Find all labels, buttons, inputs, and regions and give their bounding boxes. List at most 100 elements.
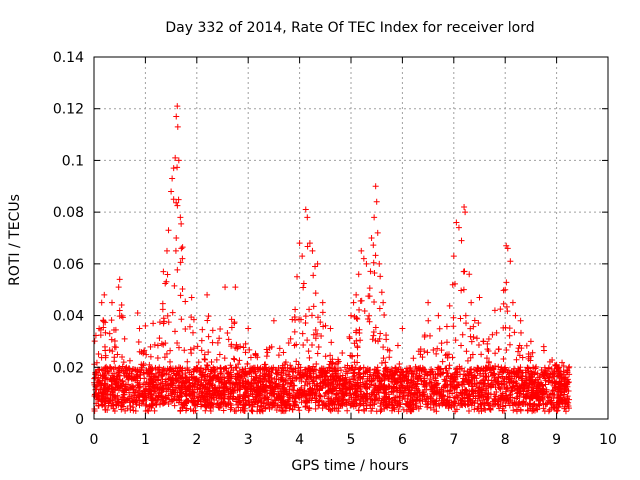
- data-point: [524, 407, 531, 414]
- data-point: [355, 271, 362, 278]
- data-point: [529, 405, 536, 412]
- data-point: [204, 291, 211, 298]
- data-point: [314, 350, 321, 357]
- data-point: [510, 407, 517, 414]
- data-point: [224, 329, 231, 336]
- data-point: [122, 386, 129, 393]
- data-point: [315, 343, 322, 350]
- data-point: [177, 259, 184, 266]
- data-point: [300, 280, 307, 287]
- data-point: [399, 371, 406, 378]
- data-point: [296, 407, 303, 414]
- data-point: [205, 393, 212, 400]
- data-point: [268, 379, 275, 386]
- data-point: [97, 332, 104, 339]
- data-point: [118, 382, 125, 389]
- data-point: [226, 396, 233, 403]
- data-point: [417, 351, 424, 358]
- data-point: [152, 364, 159, 371]
- data-point: [324, 395, 331, 402]
- data-point: [516, 367, 523, 374]
- data-point: [335, 408, 342, 415]
- data-point: [388, 365, 395, 372]
- data-point: [459, 331, 466, 338]
- data-point: [362, 368, 369, 375]
- data-point: [135, 394, 142, 401]
- data-point: [296, 240, 303, 247]
- data-point: [126, 357, 133, 364]
- data-point: [251, 368, 258, 375]
- data-point: [368, 408, 375, 415]
- data-point: [367, 401, 374, 408]
- data-point: [423, 369, 430, 376]
- data-point: [188, 314, 195, 321]
- data-point: [214, 388, 221, 395]
- data-point: [295, 404, 302, 411]
- data-point: [440, 369, 447, 376]
- data-point: [527, 338, 534, 345]
- data-point: [471, 406, 478, 413]
- x-tick-label: 4: [295, 432, 304, 448]
- data-point: [376, 305, 383, 312]
- data-point: [99, 388, 106, 395]
- data-point: [515, 402, 522, 409]
- data-point: [465, 407, 472, 414]
- data-point: [342, 390, 349, 397]
- data-point: [464, 357, 471, 364]
- data-point: [354, 343, 361, 350]
- data-point: [273, 407, 280, 414]
- data-point: [301, 366, 308, 373]
- data-point: [534, 370, 541, 377]
- data-point: [205, 313, 212, 320]
- data-point: [171, 282, 178, 289]
- data-point: [168, 377, 175, 384]
- data-point: [111, 327, 118, 334]
- data-point: [399, 382, 406, 389]
- data-point: [171, 328, 178, 335]
- data-point: [156, 319, 163, 326]
- data-point: [314, 260, 321, 267]
- data-point: [548, 390, 555, 397]
- data-point: [256, 373, 263, 380]
- data-point: [286, 405, 293, 412]
- data-point: [206, 385, 213, 392]
- data-point: [539, 396, 546, 403]
- data-point: [313, 360, 320, 367]
- data-point: [473, 383, 480, 390]
- data-point: [342, 379, 349, 386]
- data-point: [245, 379, 252, 386]
- data-point: [444, 387, 451, 394]
- data-point: [321, 393, 328, 400]
- data-point: [502, 324, 509, 331]
- data-point: [148, 385, 155, 392]
- data-point: [299, 389, 306, 396]
- data-point: [357, 298, 364, 305]
- data-point: [370, 382, 377, 389]
- data-point: [178, 367, 185, 374]
- data-point: [187, 383, 194, 390]
- data-point: [118, 406, 125, 413]
- data-point: [461, 268, 468, 275]
- data-point: [314, 330, 321, 337]
- data-point: [438, 340, 445, 347]
- data-point: [487, 406, 494, 413]
- data-point: [100, 367, 107, 374]
- data-point: [357, 337, 364, 344]
- data-point: [313, 374, 320, 381]
- x-tick-label: 3: [244, 432, 253, 448]
- data-point: [374, 229, 381, 236]
- data-point: [321, 376, 328, 383]
- data-point: [249, 380, 256, 387]
- data-point: [527, 357, 534, 364]
- data-point: [205, 349, 212, 356]
- data-point: [451, 402, 458, 409]
- axis-ticks: [93, 56, 609, 420]
- data-point: [108, 336, 115, 343]
- data-point: [276, 345, 283, 352]
- data-point: [485, 358, 492, 365]
- data-point: [541, 390, 548, 397]
- data-point: [394, 387, 401, 394]
- data-point: [158, 340, 165, 347]
- data-point: [310, 272, 317, 279]
- data-point: [108, 317, 115, 324]
